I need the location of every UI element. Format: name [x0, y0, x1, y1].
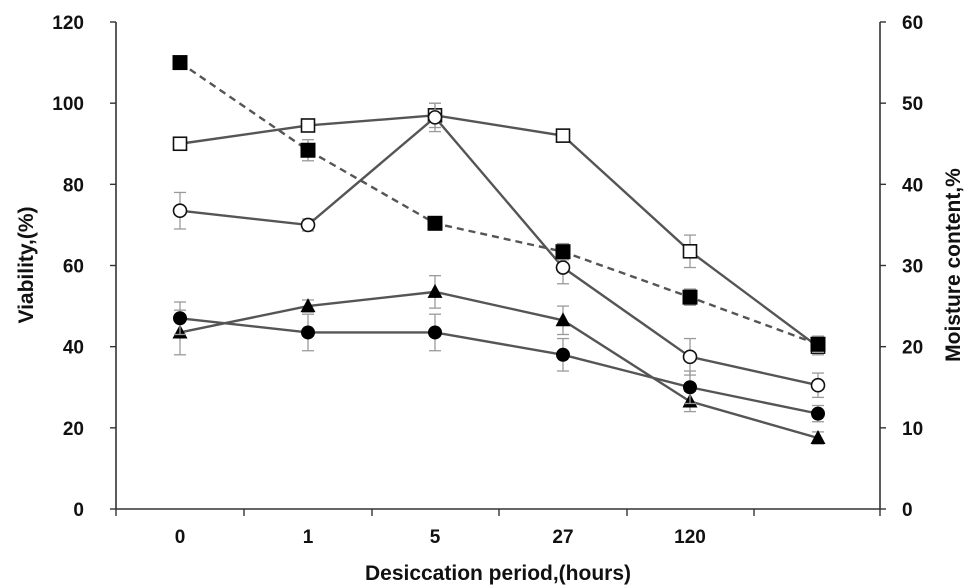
x-tick-labels: 0 1 5 27 120: [115, 509, 881, 548]
series-line: [179, 114, 819, 348]
x-tick-label: 0: [175, 527, 186, 548]
data-point: [555, 260, 571, 275]
right-tick-label: 0: [902, 500, 913, 521]
data-point: [172, 55, 188, 71]
data-point: [810, 429, 826, 444]
left-tick-labels: 0 20 40 60 80 100 120: [52, 13, 116, 521]
data-point: [300, 298, 316, 313]
data-point: [683, 380, 697, 395]
left-tick-label: 80: [63, 175, 84, 196]
data-point: [173, 311, 187, 326]
series-open-circle: [172, 102, 826, 399]
right-tick-label: 40: [902, 175, 923, 196]
left-tick-label: 40: [63, 338, 84, 359]
data-point: [682, 289, 698, 305]
y2-axis-title: Moisture content,%: [942, 168, 965, 362]
y-axis-title: Viability,(%): [15, 206, 38, 323]
data-point: [427, 110, 443, 125]
x-tick-label: 1: [303, 527, 314, 548]
right-tick-label: 20: [902, 338, 923, 359]
data-point: [427, 215, 443, 231]
data-point: [810, 377, 826, 393]
data-point: [682, 349, 698, 365]
data-point: [555, 128, 571, 143]
series-filled-square: [172, 55, 826, 353]
series-open-square: [172, 102, 826, 356]
data-point: [300, 118, 316, 133]
series-line: [179, 290, 819, 440]
data-point: [556, 347, 570, 362]
data-point: [810, 336, 826, 352]
x-tick-label: 5: [430, 527, 441, 548]
series-filled-triangle: [172, 274, 826, 445]
plot-area: [172, 55, 826, 445]
data-point: [428, 325, 442, 340]
right-tick-label: 50: [902, 94, 923, 115]
right-tick-label: 10: [902, 419, 923, 440]
x-tick-label: 27: [552, 527, 573, 548]
left-tick-label: 120: [52, 13, 84, 34]
series-line: [179, 115, 819, 387]
left-tick-label: 60: [63, 257, 84, 278]
data-point: [301, 325, 315, 340]
series-line: [179, 317, 819, 415]
right-tick-label: 60: [902, 13, 923, 34]
data-point: [811, 406, 825, 421]
right-tick-labels: 0 10 20 30 40 50 60: [880, 13, 923, 521]
left-tick-label: 20: [63, 419, 84, 440]
data-point: [555, 312, 571, 327]
left-tick-label: 100: [52, 94, 84, 115]
data-point: [172, 136, 188, 152]
data-point: [172, 203, 188, 219]
data-point: [427, 283, 443, 298]
data-point: [682, 243, 698, 259]
left-tick-label: 0: [73, 500, 84, 521]
data-point: [300, 217, 316, 233]
series-filled-circle: [173, 301, 825, 423]
x-tick-label: 120: [674, 527, 706, 548]
series-line: [179, 61, 819, 346]
data-point: [555, 244, 571, 260]
data-point: [300, 142, 316, 158]
right-tick-label: 30: [902, 257, 923, 278]
x-axis-title: Desiccation period,(hours): [365, 562, 631, 585]
